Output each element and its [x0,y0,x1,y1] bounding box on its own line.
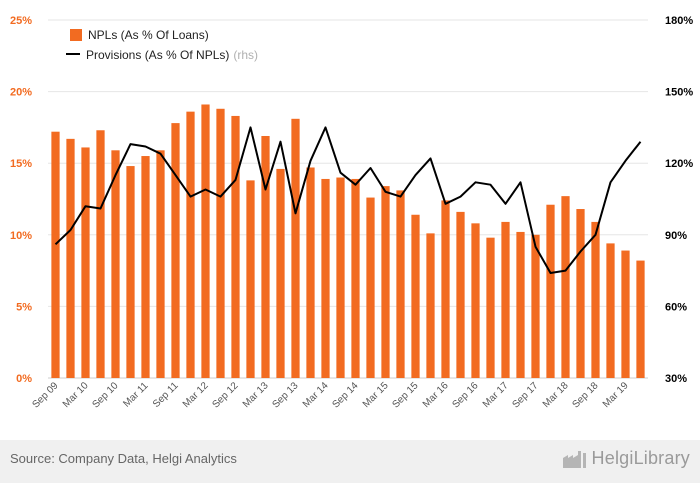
npl-bar [546,204,555,378]
x-tick-label: Sep 11 [151,380,181,410]
npl-bar [621,250,630,378]
legend-label-rhs: (rhs) [233,48,258,62]
npl-bar [426,233,435,378]
legend-label-provisions-main: Provisions (As % Of NPLs) [86,48,229,62]
npl-bar [456,211,465,378]
npl-bar [516,231,525,378]
npl-bar [261,135,270,378]
source-note: Source: Company Data, Helgi Analytics [10,451,237,466]
npl-bar [381,186,390,378]
x-tick-label: Mar 17 [481,380,511,410]
legend-swatch-npls [70,29,82,41]
x-tick-label: Sep 17 [510,380,540,410]
npl-bar [171,123,180,378]
y-left-tick-label: 10% [10,230,32,242]
npl-bar [351,178,360,378]
y-left-tick-label: 20% [10,87,32,99]
npl-bar [471,223,480,378]
x-tick-label: Mar 10 [61,380,91,410]
gridlines [48,19,648,379]
x-tick-label: Mar 12 [181,380,211,410]
y-right-tick-label: 180% [665,15,693,27]
npl-bar [216,108,225,378]
y-right-tick-label: 90% [665,230,687,242]
npl-bar [156,150,165,378]
x-tick-label: Sep 14 [330,380,360,410]
x-tick-label: Sep 16 [450,380,480,410]
npl-bar [231,115,240,378]
npl-bar [531,234,540,378]
legend-label-npls: NPLs (As % Of Loans) [88,28,209,42]
x-axis: Sep 09 Mar 10 Sep 10 Mar 11 Sep 11 Mar 12 Sep … [30,380,631,411]
npl-bar [606,243,615,378]
x-tick-label: Mar 16 [421,380,451,410]
x-tick-label: Mar 15 [361,380,391,410]
y-axis-left: 0% 5% 10% 15% 20% 25% [10,15,32,385]
npl-bar [291,118,300,379]
npl-bar [246,180,255,378]
npl-bar [276,168,285,378]
y-left-tick-label: 25% [10,15,32,27]
x-tick-label: Mar 11 [121,380,151,410]
npl-bar [111,150,120,378]
x-tick-label: Sep 09 [30,380,60,410]
legend-label-provisions: Provisions (As % Of NPLs) (rhs) [86,48,258,62]
npl-bar [441,200,450,378]
npl-bar [306,167,315,378]
provisions-line [54,126,642,274]
npl-bar [486,237,495,378]
y-left-tick-label: 0% [16,373,32,385]
npl-bar [636,260,645,378]
npl-bar [411,214,420,378]
npl-bar [141,156,150,378]
y-right-tick-label: 150% [665,87,693,99]
y-right-tick-label: 120% [665,158,693,170]
y-right-tick-label: 30% [665,373,687,385]
x-tick-label: Mar 13 [241,380,271,410]
npl-bar [201,104,210,378]
x-tick-label: Mar 14 [301,380,331,410]
y-left-tick-label: 5% [16,301,32,313]
legend: NPLs (As % Of Loans) Provisions (As % Of… [66,28,258,62]
y-right-tick-label: 60% [665,301,687,313]
provisions-line-layer [54,126,642,274]
npl-bars [51,104,645,379]
npl-bar [336,177,345,378]
x-tick-label: Sep 18 [570,380,600,410]
brand-name: HelgiLibrary [591,448,690,468]
x-tick-label: Mar 18 [541,380,571,410]
npl-bar [96,130,105,378]
chart-canvas: 0% 5% 10% 15% 20% 25% 30% 60% 90% 120% 150% 180% S… [10,15,693,411]
npl-bar [561,196,570,378]
npl-bar [396,190,405,378]
chart: 0% 5% 10% 15% 20% 25% 30% 60% 90% 120% 150% 180% S… [10,15,693,411]
npl-bar [591,221,600,378]
npl-bar [51,131,60,378]
npl-bar [321,178,330,378]
x-tick-label: Mar 19 [601,380,631,410]
factory-icon [562,450,586,468]
footer: Source: Company Data, Helgi Analytics He… [0,440,700,483]
x-tick-label: Sep 12 [210,380,240,410]
npl-bar [126,166,135,378]
x-tick-label: Sep 15 [390,380,420,410]
x-tick-label: Sep 13 [270,380,300,410]
npl-bar [501,221,510,378]
y-axis-right: 30% 60% 90% 120% 150% 180% [665,15,693,385]
npl-bar [576,209,585,378]
npl-bar [81,147,90,378]
npl-bar [66,138,75,378]
x-tick-label: Sep 10 [90,380,120,410]
y-left-tick-label: 15% [10,158,32,170]
npl-bar [186,111,195,378]
npl-bar [366,197,375,378]
brand-logo: HelgiLibrary [562,448,690,469]
